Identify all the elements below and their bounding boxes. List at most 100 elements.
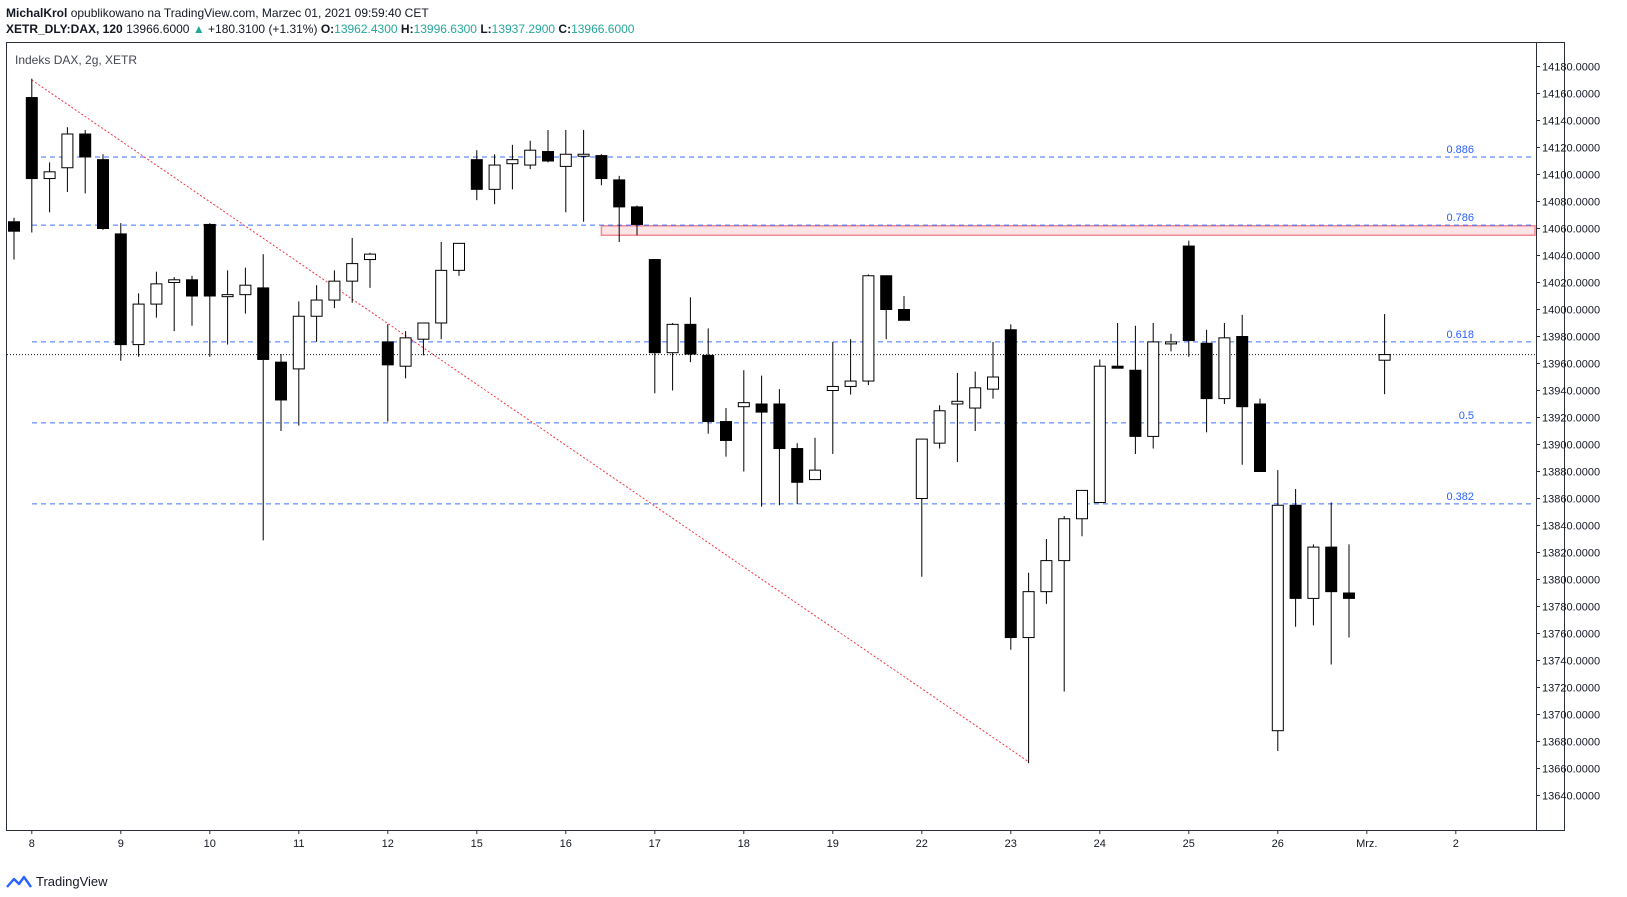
candle-body — [239, 284, 252, 296]
candle-body — [1022, 591, 1035, 639]
close-value: 13966.6000 — [571, 22, 635, 36]
candle-up — [969, 371, 982, 431]
y-tick-label: 13980.0000 — [1542, 332, 1600, 344]
candle-down — [720, 408, 732, 457]
high-label: H: — [400, 22, 414, 36]
candle-down — [1129, 325, 1142, 454]
candle-body — [399, 337, 412, 367]
y-tick-label: 13880.0000 — [1542, 467, 1600, 479]
candle-up — [951, 372, 964, 463]
x-tick-label: 2 — [1453, 838, 1459, 850]
candle-up — [1271, 470, 1284, 751]
candle-up — [1218, 323, 1231, 404]
y-tick-label: 13900.0000 — [1542, 440, 1600, 452]
candle-body — [292, 315, 305, 370]
candle-up — [292, 301, 305, 426]
x-tick-label: 15 — [471, 838, 483, 850]
candle-body — [1325, 546, 1338, 593]
footer-brand[interactable]: TradingView — [6, 874, 108, 889]
y-tick-label: 14180.0000 — [1542, 62, 1600, 74]
chart-title: Indeks DAX, 2g, XETR — [15, 53, 137, 67]
candle-body — [684, 323, 697, 355]
candle-up — [239, 267, 252, 314]
candle-body — [1378, 354, 1391, 361]
candle-body — [1111, 365, 1124, 369]
candle-body — [1289, 504, 1302, 599]
x-tick-label: 8 — [29, 838, 35, 850]
candle-down — [8, 217, 20, 260]
candle-body — [1040, 560, 1053, 593]
y-tick-label: 13920.0000 — [1542, 413, 1600, 425]
x-tick-label: 26 — [1272, 838, 1284, 850]
candle-body — [951, 400, 964, 405]
candle-up — [862, 274, 875, 386]
y-tick-label: 13960.0000 — [1542, 359, 1600, 371]
x-tick-label: 23 — [1005, 838, 1017, 850]
candle-down — [542, 129, 554, 163]
candle-up — [488, 154, 501, 205]
x-tick-label: 11 — [293, 838, 304, 850]
y-tick-label: 13940.0000 — [1542, 386, 1600, 398]
candle-body — [631, 206, 643, 225]
y-tick-label: 13680.0000 — [1542, 737, 1600, 749]
y-tick-label: 14060.0000 — [1542, 224, 1600, 236]
candle-body — [844, 380, 857, 387]
candle-body — [25, 97, 38, 180]
published-text: opublikowano na TradingView.com, Marzec … — [70, 6, 429, 20]
candle-body — [203, 223, 216, 297]
candle-body — [364, 253, 376, 261]
candle-up — [43, 162, 56, 213]
candle-up — [453, 242, 465, 276]
candle-down — [203, 223, 216, 357]
candle-body — [1182, 245, 1195, 342]
candle-body — [453, 242, 465, 271]
candle-down — [381, 324, 394, 422]
candle-up — [506, 144, 519, 190]
y-tick-label: 13840.0000 — [1542, 521, 1600, 533]
candle-down — [595, 154, 608, 186]
chart-frame — [6, 42, 1565, 831]
candle-down — [791, 443, 804, 504]
candle-up — [310, 285, 323, 342]
candle-body — [1218, 337, 1231, 400]
y-tick-label: 13660.0000 — [1542, 764, 1600, 776]
candle-body — [310, 299, 323, 317]
candle-body — [114, 233, 127, 346]
candle-body — [435, 269, 448, 324]
low-label: L: — [480, 22, 492, 36]
candle-up — [1093, 359, 1106, 504]
candle-body — [577, 153, 590, 157]
candle-body — [1147, 341, 1160, 437]
high-value: 13996.6300 — [413, 22, 477, 36]
candle-down — [25, 78, 38, 233]
candle-up — [364, 252, 376, 288]
candle-body — [132, 303, 145, 346]
candle-body — [168, 279, 181, 283]
candle-down — [880, 275, 893, 340]
x-tick-label: 9 — [118, 838, 124, 850]
candle-down — [702, 328, 715, 434]
candle-up — [168, 277, 181, 332]
candle-body — [150, 283, 163, 305]
candle-body — [257, 287, 270, 360]
candle-down — [275, 354, 287, 431]
candle-body — [809, 469, 821, 481]
open-value: 13962.4300 — [334, 22, 398, 36]
x-tick-label: 16 — [560, 838, 572, 850]
y-tick-label: 13640.0000 — [1542, 791, 1600, 803]
candle-up — [844, 339, 857, 395]
symbol-label: XETR_DLY:DAX, 120 — [6, 22, 123, 36]
candle-body — [417, 322, 430, 340]
candle-up — [1058, 516, 1071, 692]
candle-up — [826, 341, 839, 454]
candle-down — [755, 375, 768, 507]
candle-down — [613, 175, 626, 242]
candle-down — [257, 254, 270, 541]
candle-body — [898, 309, 910, 321]
candle-down — [1182, 240, 1195, 357]
x-tick-label: 19 — [827, 838, 839, 850]
y-tick-label: 13860.0000 — [1542, 494, 1600, 506]
candle-body — [1307, 546, 1320, 599]
candle-down — [114, 223, 127, 361]
